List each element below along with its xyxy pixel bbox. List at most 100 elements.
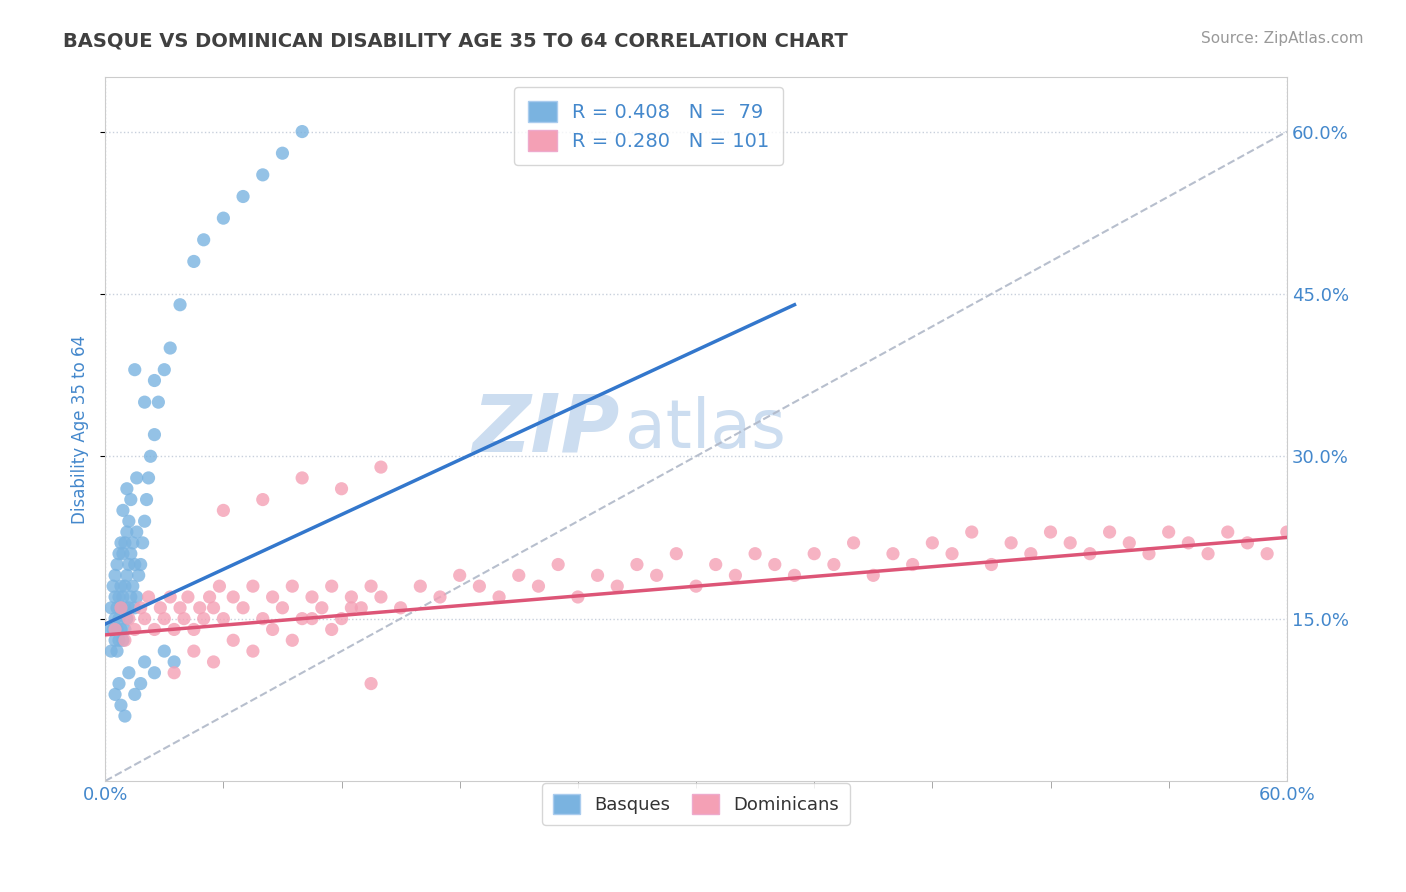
Point — [626, 558, 648, 572]
Point — [193, 612, 215, 626]
Point — [125, 524, 148, 539]
Point — [547, 558, 569, 572]
Point — [120, 492, 142, 507]
Point — [980, 558, 1002, 572]
Point — [1039, 524, 1062, 539]
Point — [114, 623, 136, 637]
Point — [212, 211, 235, 226]
Point — [108, 547, 131, 561]
Point — [202, 600, 225, 615]
Point — [389, 600, 412, 615]
Point — [1216, 524, 1239, 539]
Point — [104, 623, 127, 637]
Point — [159, 341, 181, 355]
Point — [291, 471, 314, 485]
Point — [183, 644, 205, 658]
Point — [100, 644, 122, 658]
Point — [134, 655, 156, 669]
Point — [110, 579, 132, 593]
Point — [120, 590, 142, 604]
Point — [105, 558, 128, 572]
Point — [108, 612, 131, 626]
Point — [222, 590, 245, 604]
Point — [104, 633, 127, 648]
Point — [409, 579, 432, 593]
Point — [124, 687, 146, 701]
Point — [803, 547, 825, 561]
Point — [1019, 547, 1042, 561]
Point — [823, 558, 845, 572]
Point — [763, 558, 786, 572]
Point — [183, 254, 205, 268]
Point — [115, 482, 138, 496]
Text: ZIP: ZIP — [472, 390, 619, 468]
Point — [110, 698, 132, 713]
Point — [110, 600, 132, 615]
Point — [169, 298, 191, 312]
Point — [131, 536, 153, 550]
Point — [111, 503, 134, 517]
Point — [105, 600, 128, 615]
Point — [121, 579, 143, 593]
Point — [202, 655, 225, 669]
Point — [449, 568, 471, 582]
Point — [153, 644, 176, 658]
Point — [232, 189, 254, 203]
Point — [1275, 524, 1298, 539]
Point — [321, 623, 343, 637]
Point — [129, 600, 152, 615]
Point — [143, 623, 166, 637]
Point — [115, 612, 138, 626]
Point — [100, 600, 122, 615]
Point — [429, 590, 451, 604]
Point — [120, 547, 142, 561]
Point — [242, 579, 264, 593]
Point — [124, 362, 146, 376]
Point — [1118, 536, 1140, 550]
Point — [110, 600, 132, 615]
Text: atlas: atlas — [626, 396, 786, 462]
Point — [262, 623, 284, 637]
Point — [115, 524, 138, 539]
Point — [115, 568, 138, 582]
Point — [862, 568, 884, 582]
Point — [177, 590, 200, 604]
Point — [311, 600, 333, 615]
Point — [606, 579, 628, 593]
Point — [183, 623, 205, 637]
Point — [143, 374, 166, 388]
Point — [118, 612, 141, 626]
Point — [105, 623, 128, 637]
Point — [193, 233, 215, 247]
Point — [262, 590, 284, 604]
Point — [488, 590, 510, 604]
Point — [188, 600, 211, 615]
Point — [252, 612, 274, 626]
Point — [110, 623, 132, 637]
Point — [350, 600, 373, 615]
Point — [98, 623, 121, 637]
Point — [114, 579, 136, 593]
Point — [370, 460, 392, 475]
Point — [118, 600, 141, 615]
Legend: Basques, Dominicans: Basques, Dominicans — [541, 783, 851, 825]
Point — [153, 612, 176, 626]
Point — [724, 568, 747, 582]
Point — [108, 590, 131, 604]
Point — [1157, 524, 1180, 539]
Point — [143, 427, 166, 442]
Point — [110, 536, 132, 550]
Point — [104, 687, 127, 701]
Point — [104, 568, 127, 582]
Point — [508, 568, 530, 582]
Point — [121, 536, 143, 550]
Point — [129, 676, 152, 690]
Point — [104, 590, 127, 604]
Point — [1000, 536, 1022, 550]
Point — [232, 600, 254, 615]
Point — [139, 450, 162, 464]
Point — [212, 503, 235, 517]
Point — [281, 633, 304, 648]
Point — [370, 590, 392, 604]
Point — [1256, 547, 1278, 561]
